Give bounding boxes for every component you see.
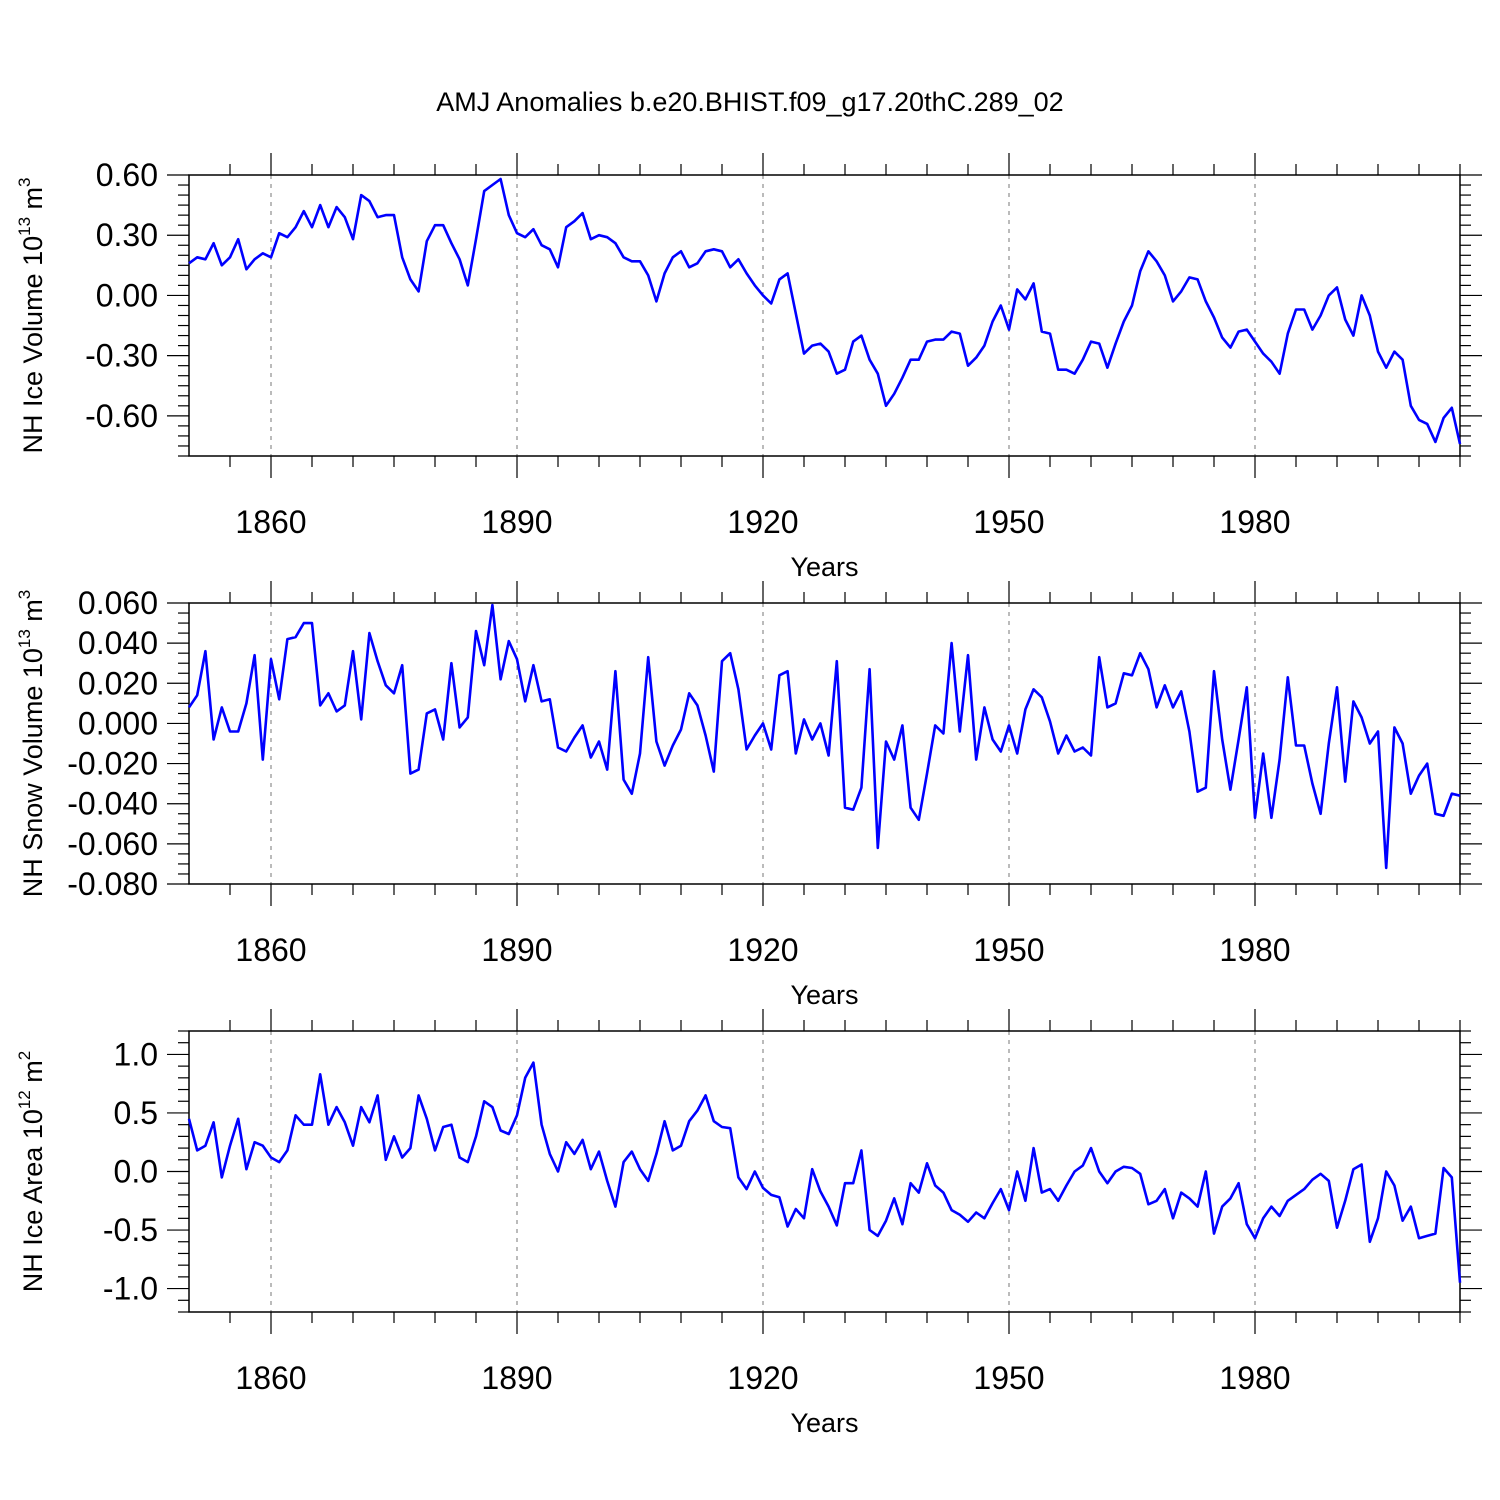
x-axis-label: Years: [790, 552, 858, 582]
x-tick-label: 1920: [727, 932, 798, 968]
y-tick-label: 1.0: [114, 1036, 158, 1072]
y-tick-label: 0.0: [114, 1154, 158, 1190]
y-tick-label: -0.30: [85, 338, 158, 374]
panel-ice-volume: 1860 1890 1920 1950 1980 Years 0.60 0.30 0.00 -0.…: [15, 153, 1482, 582]
x-tick-label: 1920: [727, 504, 798, 540]
y-tick-label: -1.0: [103, 1271, 158, 1307]
y-tick-label: -0.040: [67, 786, 158, 822]
x-tick-label: 1860: [235, 932, 306, 968]
y-tick-label: 0.00: [96, 277, 158, 313]
y-tick-label: 0.5: [114, 1095, 158, 1131]
x-tick-label: 1980: [1219, 504, 1290, 540]
y-axis-label: NH Ice Area 1012 m2: [15, 1051, 48, 1292]
y-tick-label: -0.080: [67, 866, 158, 902]
x-axis-label: Years: [790, 980, 858, 1010]
series-line-nh-ice-volume: [188, 177, 1462, 445]
series-line-nh-ice-area: [187, 1061, 1462, 1283]
x-tick-label: 1920: [727, 1360, 798, 1396]
y-axis-label: NH Snow Volume 1013 m3: [15, 590, 48, 898]
y-tick-label: 0.040: [78, 625, 158, 661]
figure-title: AMJ Anomalies b.e20.BHIST.f09_g17.20thC.…: [436, 87, 1063, 117]
y-tick-label: -0.5: [103, 1212, 158, 1248]
plot-frame: [188, 1030, 1461, 1313]
x-tick-label: 1860: [235, 504, 306, 540]
series-line-nh-snow-volume: [187, 603, 1461, 870]
y-axis-label: NH Ice Volume 1013 m3: [15, 178, 48, 454]
y-tick-label: -0.60: [85, 398, 158, 434]
x-tick-label: 1980: [1219, 932, 1290, 968]
y-tick-label: 0.060: [78, 585, 158, 621]
panel-snow-volume: 1860 1890 1920 1950 1980 Years 0.060 0.040 0.020…: [15, 581, 1482, 1010]
x-axis-label: Years: [790, 1408, 858, 1438]
panel-ice-area: 1860 1890 1920 1950 1980 Years 1.0 0.5 0.0 -0.5 -1…: [15, 1009, 1482, 1438]
x-tick-label: 1860: [235, 1360, 306, 1396]
x-tick-label: 1890: [481, 932, 552, 968]
y-tick-label: 0.000: [78, 705, 158, 741]
y-tick-label: 0.020: [78, 665, 158, 701]
x-tick-label: 1950: [973, 932, 1044, 968]
y-tick-label: 0.30: [96, 217, 158, 253]
x-tick-label: 1950: [973, 1360, 1044, 1396]
y-tick-label: 0.60: [96, 157, 158, 193]
x-tick-label: 1980: [1219, 1360, 1290, 1396]
x-tick-label: 1890: [481, 1360, 552, 1396]
x-tick-label: 1890: [481, 504, 552, 540]
y-tick-label: -0.060: [67, 826, 158, 862]
x-tick-label: 1950: [973, 504, 1044, 540]
y-tick-label: -0.020: [67, 746, 158, 782]
